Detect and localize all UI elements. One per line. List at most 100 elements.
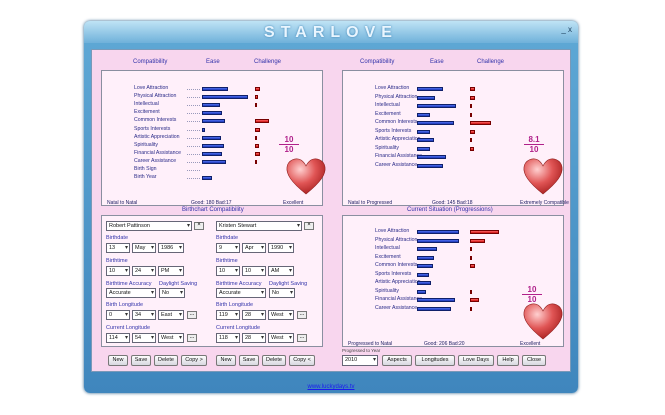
natal-row-label: Artistic Appreciation — [134, 133, 180, 140]
person2-day-select[interactable]: 9 — [216, 243, 240, 253]
p1-new-button[interactable]: New — [108, 355, 128, 366]
natal-row-label: Excitement — [134, 109, 160, 116]
person2-year-select[interactable]: 1990 — [268, 243, 294, 253]
natal-row-label: Intellectual — [134, 101, 159, 108]
current-row-label: Sports Interests — [375, 270, 412, 277]
progressed-year-select[interactable]: 2010 — [342, 355, 378, 366]
person1-name-x-button[interactable]: × — [194, 222, 204, 230]
person2-accuracy-select[interactable]: Accurate — [216, 288, 266, 298]
natal-row-leader — [187, 178, 200, 180]
person2-blong-min-select[interactable]: 28 — [242, 310, 266, 320]
title-bar[interactable]: STARLOVE _ x — [84, 21, 578, 43]
p2-delete-button[interactable]: Delete — [262, 355, 286, 366]
p2-new-button[interactable]: New — [216, 355, 236, 366]
current-row-label: Career Assistance — [375, 304, 418, 311]
person1-clong-more-button[interactable]: ... — [187, 334, 197, 342]
person1-year-select[interactable]: 1986 — [158, 243, 184, 253]
prog-ease-header: Ease — [430, 59, 444, 65]
person2-current-longitude-label: Current Longitude — [216, 325, 261, 331]
help-button[interactable]: Help — [497, 355, 519, 366]
p2-save-button[interactable]: Save — [239, 355, 259, 366]
person1-clong-deg-select[interactable]: 114 — [106, 333, 130, 343]
prog-compat-header: Compatibility — [360, 59, 395, 65]
person2-ampm-select[interactable]: AM — [268, 266, 294, 276]
progressed-ease-bar — [417, 129, 431, 134]
person1-dst-select[interactable]: No — [159, 288, 185, 298]
progressed-heart-icon — [522, 156, 564, 196]
progressed-challenge-bar — [470, 129, 475, 134]
natal-row-leader — [187, 89, 200, 90]
person1-clong-dir-select[interactable]: West — [158, 333, 184, 343]
person2-clong-deg-select[interactable]: 118 — [216, 333, 240, 343]
aspects-button[interactable]: Aspects — [382, 355, 412, 366]
person1-blong-more-button[interactable]: ... — [187, 311, 197, 319]
person1-blong-min-select[interactable]: 34 — [132, 310, 156, 320]
natal-row-label: Birth Sign — [134, 166, 157, 172]
p1-copy-button[interactable]: Copy > — [181, 355, 207, 366]
person2-name-select[interactable]: Kristen Stewart — [216, 221, 302, 231]
current-row-label: Excitement — [375, 253, 401, 260]
close-button[interactable]: Close — [522, 355, 546, 366]
person2-clong-min-select[interactable]: 28 — [242, 333, 266, 343]
progressed-score-numerator: 8.1 — [528, 135, 540, 144]
person1-accuracy-select[interactable]: Accurate — [106, 288, 156, 298]
natal-foot-right: Excellent — [283, 200, 304, 206]
natal-challenge-bar — [255, 95, 259, 100]
natal-ease-bar — [202, 176, 212, 181]
p2-copy-button[interactable]: Copy < — [289, 355, 315, 366]
person1-name-select[interactable]: Robert Pattinson — [106, 221, 192, 231]
natal-row-label: Common Interests — [134, 117, 177, 124]
person1-hour-select[interactable]: 10 — [106, 266, 130, 276]
person1-day-select[interactable]: 13 — [106, 243, 130, 253]
person2-dst-label: Daylight Saving — [269, 281, 308, 287]
natal-ease-bar — [202, 159, 226, 164]
current-ease-bar — [417, 238, 460, 243]
person1-birthtime-label: Birthtime — [106, 258, 128, 264]
natal-ease-bar — [202, 135, 222, 140]
person1-clong-min-select[interactable]: 54 — [132, 333, 156, 343]
current-heart-icon — [522, 301, 564, 341]
person1-birth-longitude-label: Birth Longitude — [106, 302, 143, 308]
natal-row-label: Career Assistance — [134, 157, 177, 164]
person2-month-select[interactable]: Apr — [242, 243, 266, 253]
current-ease-bar — [417, 306, 451, 311]
love-days-button[interactable]: Love Days — [458, 355, 494, 366]
p1-delete-button[interactable]: Delete — [154, 355, 178, 366]
person2-name-x-button[interactable]: × — [304, 222, 314, 230]
p1-save-button[interactable]: Save — [131, 355, 151, 366]
current-situation-panel — [342, 215, 564, 347]
natal-ease-bar — [202, 111, 223, 116]
person2-hour-select[interactable]: 10 — [216, 266, 240, 276]
natal-row-leader — [187, 105, 200, 107]
person1-month-select[interactable]: May — [132, 243, 156, 253]
person2-blong-dir-select[interactable]: West — [268, 310, 294, 320]
natal-challenge-header: Challenge — [254, 59, 282, 65]
person1-blong-dir-select[interactable]: East — [158, 310, 184, 320]
natal-compat-header: Compatibility — [133, 59, 168, 65]
person1-ampm-select[interactable]: PM — [158, 266, 184, 276]
person2-birthtime-label: Birthtime — [216, 258, 238, 264]
person2-clong-more-button[interactable]: ... — [297, 334, 307, 342]
progressed-year-label: Progressed to Year — [342, 348, 381, 353]
website-link[interactable]: www.luckydays.tv — [307, 384, 355, 390]
current-foot-left: Progressed to Natal — [348, 341, 393, 347]
person1-minute-select[interactable]: 24 — [132, 266, 156, 276]
natal-row-leader — [187, 153, 200, 155]
window-controls[interactable]: _ x — [561, 25, 572, 34]
person2-blong-more-button[interactable]: ... — [297, 311, 307, 319]
person2-clong-dir-select[interactable]: West — [268, 333, 294, 343]
natal-challenge-bar — [255, 87, 260, 91]
current-row-label: Common Interests — [375, 262, 418, 268]
longitudes-button[interactable]: Longitudes — [415, 355, 455, 366]
current-row-label: Physical Attraction — [375, 236, 418, 243]
person2-dst-select[interactable]: No — [269, 288, 295, 298]
person2-minute-select[interactable]: 10 — [242, 266, 266, 276]
person1-blong-deg-select[interactable]: 0 — [106, 310, 130, 320]
current-challenge-bar — [470, 298, 479, 302]
progressed-row-label: Spirituality — [375, 144, 399, 151]
natal-row-label: Birth Year — [134, 174, 157, 181]
person1-accuracy-label: Birthtime Accuracy — [106, 281, 152, 287]
app-title: STARLOVE — [264, 24, 398, 41]
progressed-score-denominator: 10 — [524, 144, 544, 154]
person2-blong-deg-select[interactable]: 119 — [216, 310, 240, 320]
